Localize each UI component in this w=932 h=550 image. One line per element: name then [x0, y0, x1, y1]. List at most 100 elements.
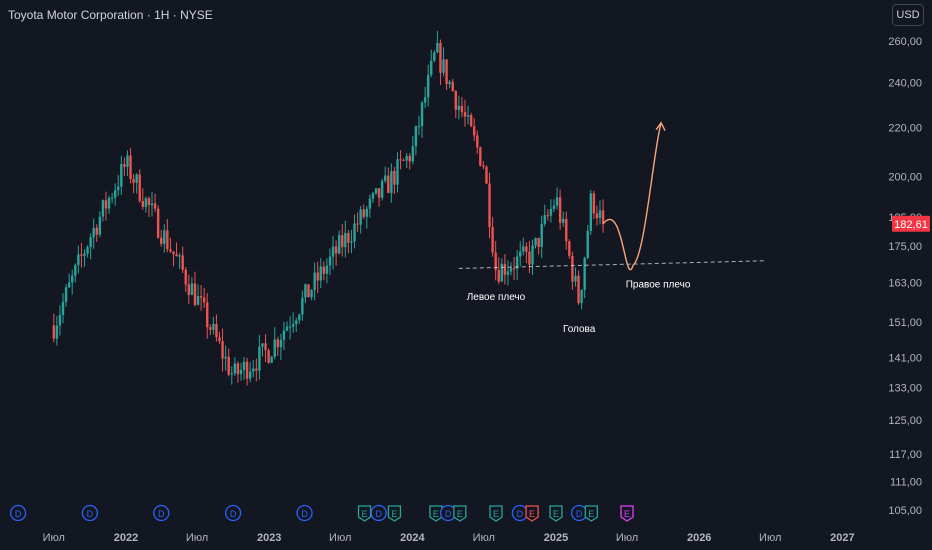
- candle-body: [110, 197, 114, 199]
- candle-body: [218, 337, 221, 342]
- candle-body: [417, 125, 421, 127]
- candle-body: [426, 74, 430, 98]
- candle-body: [77, 254, 80, 265]
- candle-body: [393, 170, 396, 185]
- price-tick-label: 111,00: [890, 476, 922, 488]
- candle-body: [552, 205, 556, 209]
- candle-body: [141, 201, 144, 207]
- candle-body: [331, 246, 335, 257]
- candle-body: [500, 263, 504, 282]
- candle-body: [156, 208, 160, 238]
- candle-body: [80, 254, 83, 256]
- marker-shape: [224, 504, 242, 522]
- candle-body: [457, 105, 461, 110]
- candles-group: [52, 30, 605, 386]
- candle-body: [595, 213, 599, 219]
- candle-body: [310, 290, 313, 298]
- candle-body: [196, 295, 200, 305]
- time-tick-label: Июл: [329, 532, 351, 544]
- candle-body: [488, 183, 491, 227]
- candle-body: [288, 326, 292, 328]
- time-tick-label: Июл: [616, 532, 638, 544]
- dividend-marker: D: [81, 504, 99, 522]
- currency-button[interactable]: USD: [892, 4, 924, 26]
- candle-body: [583, 257, 586, 290]
- candle-body: [592, 193, 596, 214]
- annotation-label: Голова: [563, 324, 596, 335]
- candle-body: [384, 175, 387, 181]
- candle-body: [261, 343, 264, 347]
- earnings-marker: E: [525, 505, 539, 522]
- marker-letter: E: [553, 509, 559, 519]
- candle-body: [181, 255, 184, 270]
- candle-body: [258, 346, 261, 371]
- candle-body: [307, 284, 310, 298]
- candle-body: [439, 42, 442, 73]
- candle-body: [479, 147, 482, 166]
- price-tick-label: 125,00: [888, 415, 922, 427]
- marker-shape: [620, 505, 634, 522]
- candle-body: [353, 223, 356, 242]
- candle-body: [580, 289, 583, 304]
- candle-body: [74, 264, 77, 276]
- candle-body: [242, 361, 246, 370]
- earnings-marker: E: [387, 505, 402, 522]
- marker-letter: E: [588, 509, 594, 519]
- candle-body: [107, 197, 111, 209]
- candle-body: [135, 174, 138, 183]
- candle-body: [224, 356, 227, 359]
- marker-shape: [9, 504, 27, 522]
- candle-body: [313, 272, 316, 291]
- annotation-label: Правое плечо: [626, 279, 691, 290]
- candle-body: [334, 246, 338, 254]
- current-price-badge: [892, 215, 930, 232]
- candle-body: [270, 356, 273, 363]
- projection-curve: [602, 122, 662, 271]
- marker-shape: [357, 505, 372, 522]
- candle-body: [509, 268, 513, 272]
- candle-body: [347, 232, 350, 243]
- candle-body: [399, 159, 402, 161]
- price-tick-label: 240,00: [888, 77, 922, 89]
- marker-letter: E: [493, 509, 499, 519]
- candle-body: [52, 325, 56, 339]
- candle-body: [304, 284, 307, 298]
- marker-letter: D: [158, 509, 165, 519]
- candle-body: [322, 266, 326, 274]
- candle-body: [101, 200, 105, 217]
- candle-body: [405, 156, 408, 161]
- candle-body: [368, 198, 372, 209]
- candle-body: [577, 275, 580, 304]
- candle-body: [356, 223, 359, 225]
- marker-letter: E: [624, 509, 630, 519]
- candle-body: [233, 363, 237, 374]
- price-axis[interactable]: 260,00240,00220,00200,00185,00175,00163,…: [888, 36, 930, 517]
- time-axis[interactable]: Июл 2022 Июл 2023 Июл 2024 Июл 2025 Июл 2026 Июл 20…: [43, 532, 855, 544]
- candle-body: [163, 230, 166, 244]
- candle-body: [537, 237, 540, 248]
- candle-body: [337, 235, 341, 254]
- price-tick-label: 175,00: [888, 241, 922, 253]
- candle-body: [522, 246, 525, 252]
- candle-body: [113, 190, 117, 198]
- candle-body: [83, 253, 86, 256]
- candle-body: [463, 112, 467, 117]
- candle-body: [387, 175, 390, 193]
- marker-shape: [81, 504, 99, 522]
- candle-body: [491, 226, 494, 253]
- marker-letter: D: [301, 509, 308, 519]
- time-tick-label: 2024: [400, 532, 425, 544]
- candle-body: [282, 330, 286, 340]
- candle-body: [215, 323, 218, 338]
- candle-body: [512, 268, 516, 270]
- dividend-marker: D: [9, 504, 27, 522]
- candle-body: [380, 180, 384, 198]
- candle-body: [252, 368, 255, 372]
- marker-letter: D: [15, 509, 22, 519]
- candle-body: [476, 135, 479, 148]
- candle-body: [442, 59, 445, 73]
- time-tick-label: Июл: [186, 532, 208, 544]
- candle-body: [525, 246, 528, 252]
